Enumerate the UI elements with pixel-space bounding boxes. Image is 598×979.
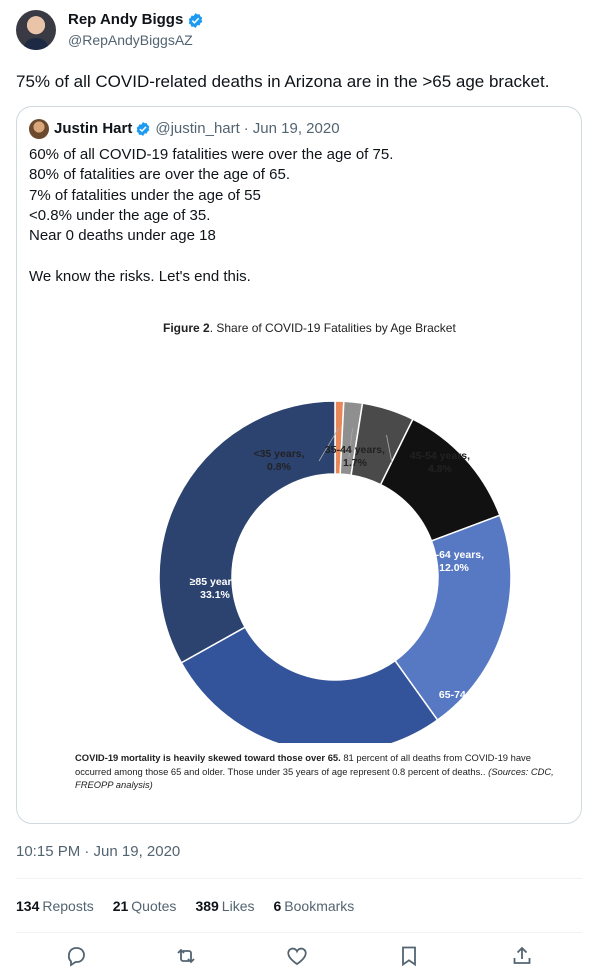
quotes-label: Quotes <box>131 898 177 914</box>
action-bar <box>16 934 582 979</box>
slice-category-label: ≥85 years, <box>190 576 241 588</box>
caption-bold: COVID-19 mortality is heavily skewed tow… <box>75 752 341 763</box>
verified-badge-icon <box>137 122 150 136</box>
quote-separator: · <box>243 120 249 137</box>
likes-count: 389 <box>195 898 219 914</box>
quote-header: Justin Hart @justin_hart · Jun 19, 2020 <box>29 119 340 139</box>
slice-category-label: 35-44 years, <box>325 444 385 456</box>
tweet-stats: 134 Reposts 21 Quotes 389 Likes 6 Bookmarks <box>16 896 373 916</box>
slice-value-label: 4.8% <box>428 463 453 475</box>
label-leader-line <box>348 427 353 458</box>
tweet-author[interactable]: Rep Andy Biggs @RepAndyBiggsAZ <box>16 10 204 50</box>
reposts-count: 134 <box>16 898 40 914</box>
quote-line: 7% of fatalities under the age of 55 <box>29 186 261 204</box>
reply-icon[interactable] <box>64 944 88 968</box>
reposts-stat[interactable]: 134 Reposts <box>16 896 94 916</box>
quote-line: 80% of fatalities are over the age of 65… <box>29 166 290 184</box>
quote-avatar <box>29 119 49 139</box>
donut-chart: <35 years,0.8% 35-44 years,1.7% 45-54 year… <box>158 400 512 743</box>
heart-icon[interactable] <box>285 944 309 968</box>
bookmark-icon[interactable] <box>397 944 421 968</box>
caption-text: 81 percent of all deaths from COVID-19 h… <box>75 752 531 777</box>
slice-category-label: 45-54 years, <box>410 450 470 462</box>
quoted-tweet[interactable]: Justin Hart @justin_hart · Jun 19, 2020 … <box>16 106 582 824</box>
chart-figure[interactable]: Figure 2. Share of COVID-19 Fatalities b… <box>17 313 581 823</box>
tweet-text: 75% of all COVID-related deaths in Arizo… <box>16 72 550 91</box>
quote-line: <0.8% under the age of 35. <box>29 206 211 224</box>
slice-value-label: 33.1% <box>200 589 230 601</box>
chart-title-bold: Figure 2 <box>163 321 210 335</box>
reposts-label: Reposts <box>42 898 94 914</box>
divider <box>16 932 582 933</box>
slice-category-label: <35 years, <box>253 448 304 460</box>
tweet-timestamp[interactable]: 10:15 PM · Jun 19, 2020 <box>16 843 181 860</box>
likes-label: Likes <box>221 898 255 914</box>
bookmarks-count: 6 <box>273 898 282 914</box>
quote-author-name: Justin Hart <box>54 120 133 137</box>
likes-stat[interactable]: 389 Likes <box>195 896 254 916</box>
author-avatar[interactable] <box>16 10 56 50</box>
chart-title-rest: . Share of COVID-19 Fatalities by Age Br… <box>209 321 456 335</box>
slice-value-label: 0.8% <box>267 461 292 473</box>
quote-line: Near 0 deaths under age 18 <box>29 227 216 245</box>
repost-icon[interactable] <box>174 944 198 968</box>
label-leader-line <box>318 426 340 462</box>
quote-line: 60% of all COVID-19 fatalities were over… <box>29 146 394 163</box>
quotes-stat[interactable]: 21 Quotes <box>113 896 177 916</box>
quotes-count: 21 <box>112 898 129 914</box>
slice-value-label: 1.7% <box>343 457 368 469</box>
quote-line: We know the risks. Let's end this. <box>29 267 251 285</box>
caption-sources: (Sources: CDC, FREOPP analysis) <box>75 765 554 791</box>
bookmarks-label: Bookmarks <box>284 898 355 914</box>
quote-text: 60% of all COVID-19 fatalities were over… <box>29 145 569 287</box>
author-handle[interactable]: @RepAndyBiggsAZ <box>68 32 193 48</box>
label-leader-line <box>386 434 393 464</box>
slice-value-label: 20.8% <box>454 702 484 714</box>
slice-value-label: 12.0% <box>439 562 469 574</box>
quote-date: Jun 19, 2020 <box>252 120 340 137</box>
quote-author-handle: @justin_hart <box>155 120 240 137</box>
share-icon[interactable] <box>510 944 534 968</box>
verified-badge-icon <box>189 12 203 28</box>
bookmarks-stat[interactable]: 6 Bookmarks <box>273 896 354 916</box>
slice-category-label: 65-74 years, <box>439 689 499 701</box>
author-name[interactable]: Rep Andy Biggs <box>68 11 184 28</box>
donut-slice <box>393 514 512 722</box>
quote-line <box>29 246 569 266</box>
donut-slice <box>180 626 439 743</box>
divider <box>16 878 582 879</box>
slice-category-label: 55-64 years, <box>424 549 484 561</box>
chart-caption: COVID-19 mortality is heavily skewed tow… <box>75 751 563 792</box>
chart-title: Figure 2. Share of COVID-19 Fatalities b… <box>163 321 456 335</box>
donut-slice <box>158 400 336 664</box>
